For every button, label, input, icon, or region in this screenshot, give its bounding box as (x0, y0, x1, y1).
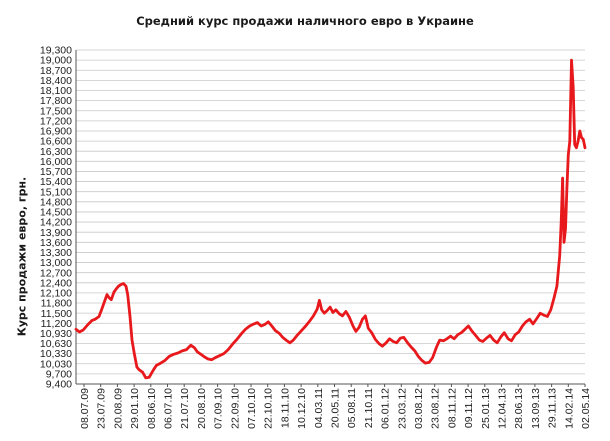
y-tick-label: 11,500 (41, 308, 72, 320)
x-tick-label: 10.12.10 (296, 388, 308, 429)
x-tick-label: 18.11.10 (279, 388, 291, 428)
y-tick-label: 15,100 (40, 186, 72, 198)
x-tick-label: 29.01.10 (129, 388, 141, 429)
y-tick-label: 10,630 (40, 338, 72, 350)
x-tick-label: 04.03.11 (313, 388, 325, 428)
x-tick-label: 02.05.14 (580, 388, 592, 429)
x-tick-label: 06.01.12 (380, 388, 392, 429)
y-tick-label: 13,300 (40, 247, 72, 259)
y-tick-label: 19,300 (40, 45, 72, 57)
y-tick-label: 16,300 (40, 146, 72, 158)
y-tick-label: 14,200 (40, 217, 72, 229)
y-tick-label: 9,400 (46, 379, 72, 391)
y-tick-label: 13,600 (40, 237, 72, 249)
y-tick-label: 11,200 (41, 318, 72, 330)
x-tick-label: 13.09.13 (530, 388, 542, 429)
x-tick-label: 12.04.13 (497, 388, 509, 429)
y-tick-label: 17,200 (40, 115, 72, 127)
y-tick-label: 11,800 (41, 298, 72, 310)
x-tick-label: 23.03.12 (396, 388, 408, 429)
y-tick-label: 10,330 (40, 348, 72, 360)
y-tick-label: 12,700 (40, 267, 72, 279)
y-tick-label: 12,400 (40, 277, 72, 289)
x-tick-label: 08.11.12 (446, 388, 458, 428)
y-tick-label: 17,800 (40, 95, 72, 107)
y-tick-label: 18,100 (40, 85, 72, 97)
chart-title: Средний курс продажи наличного евро в Ук… (136, 14, 474, 28)
x-tick-label: 03.08.12 (413, 388, 425, 429)
x-tick-label: 05.08.11 (346, 388, 358, 428)
x-tick-label: 22.09.10 (229, 388, 241, 429)
y-tick-label: 13,000 (40, 257, 72, 269)
y-tick-label: 17,500 (40, 105, 72, 117)
x-tick-label: 08.06.10 (146, 388, 158, 429)
y-tick-label: 16,900 (40, 126, 72, 138)
x-tick-label: 21.07.10 (179, 388, 191, 429)
y-tick-label: 18,700 (40, 65, 72, 77)
x-tick-label: 09.11.12 (463, 388, 475, 428)
x-tick-label: 25.01.13 (480, 388, 492, 429)
x-tick-label: 23.08.12 (430, 388, 442, 429)
y-tick-label: 16,600 (40, 136, 72, 148)
x-tick-label: 07.09.10 (213, 388, 225, 429)
x-tick-label: 06.07.10 (163, 388, 175, 429)
x-tick-label: 20.05.11 (330, 388, 342, 428)
y-tick-label: 14,800 (40, 196, 72, 208)
y-tick-label: 10,930 (40, 328, 72, 340)
x-tick-label: 21.10.11 (363, 388, 375, 428)
x-tick-label: 07.10.10 (246, 388, 258, 429)
y-tick-label: 19,000 (40, 55, 72, 67)
y-tick-label: 18,400 (40, 75, 72, 87)
y-tick-label: 16,000 (40, 156, 72, 168)
x-tick-label: 22.10.10 (263, 388, 275, 429)
x-tick-label: 28.06.13 (513, 388, 525, 429)
x-tick-label: 20.08.09 (112, 388, 124, 429)
x-tick-label: 08.07.09 (79, 388, 91, 429)
y-tick-label: 14,500 (40, 207, 72, 219)
y-tick-label: 13,900 (40, 227, 72, 239)
y-tick-label: 15,400 (40, 176, 72, 188)
x-tick-label: 29.11.13 (547, 388, 559, 428)
x-tick-label: 20.08.10 (196, 388, 208, 429)
y-tick-label: 15,700 (40, 166, 72, 178)
series-line (74, 58, 587, 380)
x-tick-label: 23.07.09 (96, 388, 108, 429)
y-tick-label: 9,700 (46, 368, 72, 380)
y-tick-label: 10,030 (40, 358, 72, 370)
y-tick-label: 12,100 (40, 288, 72, 300)
x-tick-label: 14.02.14 (563, 388, 575, 429)
